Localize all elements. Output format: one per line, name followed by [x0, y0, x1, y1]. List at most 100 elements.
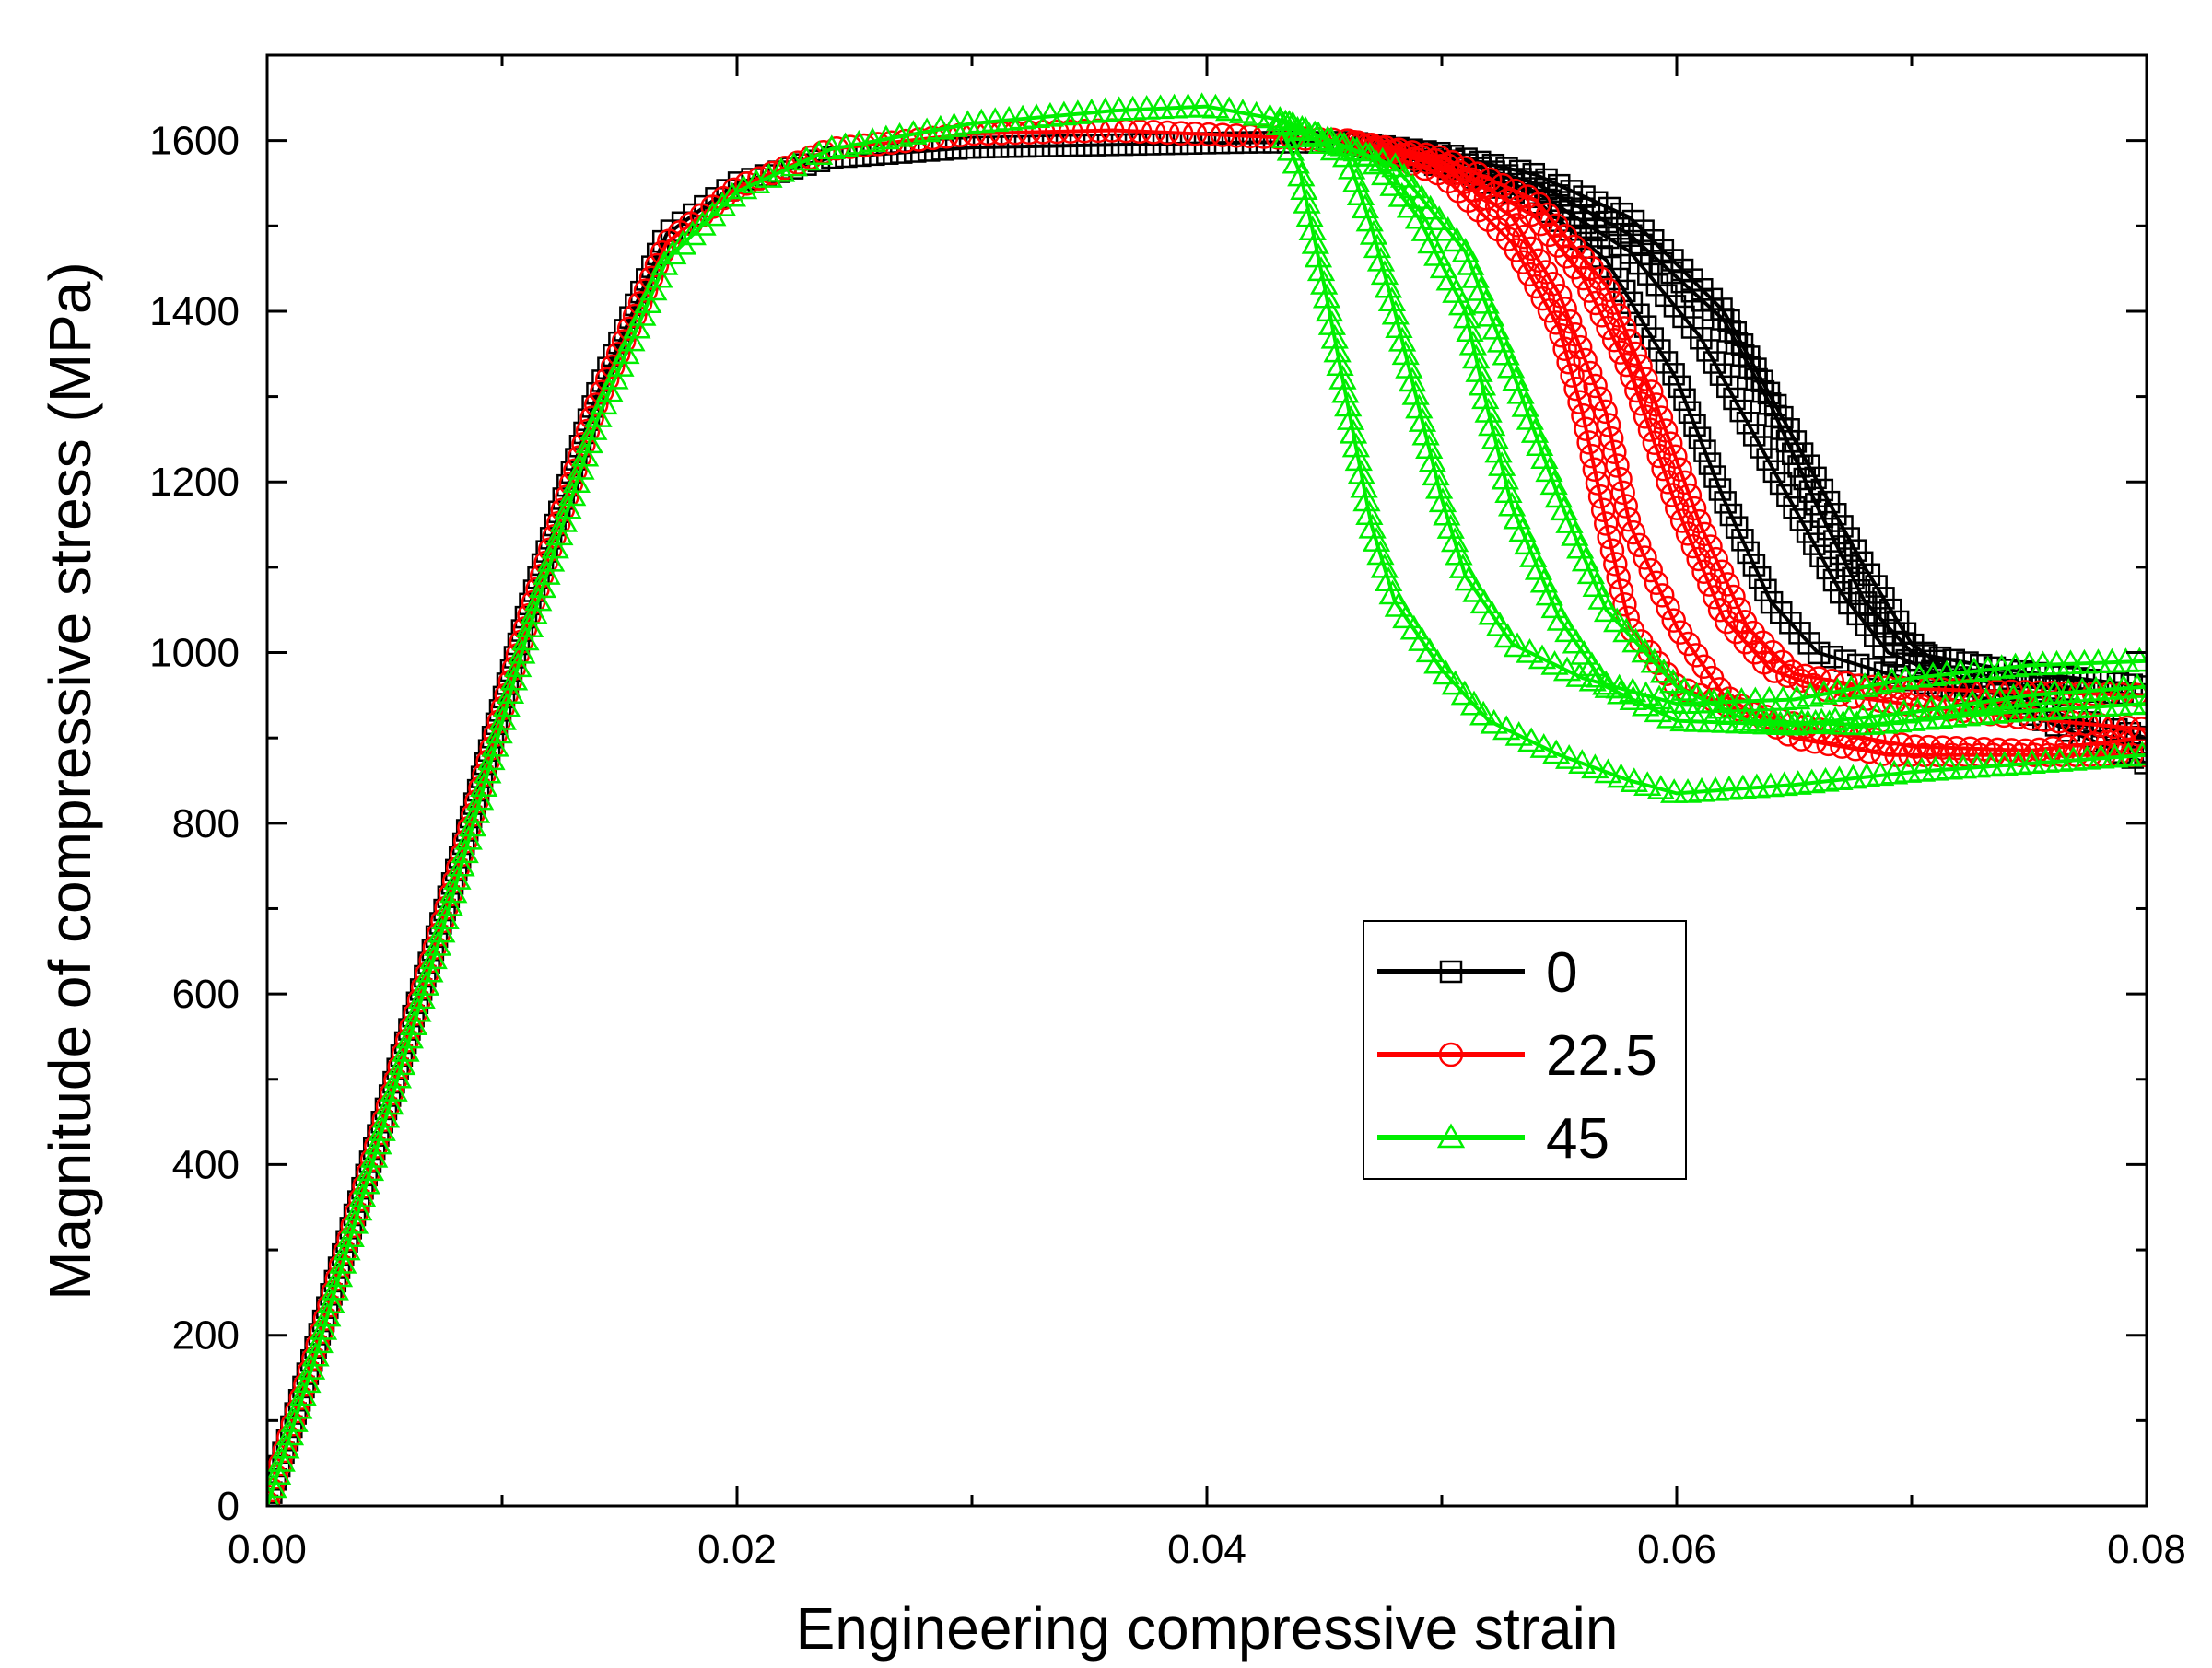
data-point	[288, 1381, 317, 1406]
data-point	[1599, 538, 1625, 563]
data-point	[1560, 363, 1585, 388]
data-point	[1677, 483, 1703, 508]
data-point	[1737, 541, 1760, 565]
data-point	[1355, 142, 1384, 167]
data-point	[356, 1156, 385, 1182]
data-point	[1415, 637, 1444, 663]
data-point	[285, 1394, 313, 1419]
data-point	[1709, 559, 1735, 585]
x-tick-label: 0.06	[1637, 1527, 1716, 1572]
data-point	[1317, 126, 1346, 152]
data-point	[1902, 641, 1925, 665]
data-point	[1748, 566, 1772, 589]
data-point	[1587, 484, 1613, 509]
data-point	[1670, 676, 1699, 701]
data-point	[1798, 480, 1822, 503]
data-point	[616, 316, 642, 342]
data-point	[1594, 758, 1622, 784]
data-point	[1432, 659, 1460, 685]
data-point	[1815, 709, 1843, 735]
data-point	[1646, 775, 1675, 799]
data-point	[1355, 500, 1384, 525]
data-point	[601, 364, 629, 390]
data-point	[340, 1208, 369, 1234]
data-point	[1746, 706, 1774, 732]
data-point	[1741, 686, 1770, 712]
data-point	[2088, 713, 2113, 738]
data-point	[1044, 119, 1070, 145]
data-point	[1776, 484, 1799, 507]
data-point	[1860, 658, 1883, 681]
data-point	[1342, 136, 1372, 162]
data-point	[364, 1129, 392, 1155]
data-point	[1740, 620, 1766, 646]
data-point	[2022, 742, 2047, 767]
data-point	[1301, 228, 1329, 254]
data-point	[1870, 741, 1895, 766]
data-point	[2090, 692, 2119, 717]
data-point	[1644, 684, 1674, 710]
data-point	[1833, 649, 1857, 672]
data-point	[1328, 364, 1357, 390]
data-point	[504, 652, 533, 678]
x-axis: 0.00 0.02 0.04 0.06 0.08	[228, 55, 2186, 1572]
legend: 0 22.5 45	[1363, 920, 1687, 1180]
data-point	[1423, 648, 1452, 674]
data-point	[1686, 508, 1712, 534]
data-point	[1725, 516, 1749, 539]
data-point	[388, 1050, 416, 1076]
y-tick-label: 800	[172, 801, 240, 846]
data-point	[1678, 401, 1702, 425]
data-point	[2056, 649, 2085, 675]
data-point	[451, 838, 479, 864]
data-point	[1459, 690, 1489, 716]
data-point	[415, 957, 444, 983]
data-point	[1606, 303, 1632, 328]
data-point	[595, 377, 624, 402]
data-point	[1215, 96, 1244, 122]
data-point	[1576, 430, 1601, 455]
data-point	[1698, 534, 1723, 559]
data-point	[590, 390, 618, 415]
data-point	[1518, 236, 1544, 262]
data-point	[575, 428, 603, 454]
data-point	[427, 917, 456, 943]
data-point	[1160, 93, 1188, 119]
data-point	[755, 163, 783, 188]
data-point	[1583, 204, 1607, 227]
data-point	[1416, 194, 1445, 220]
data-point	[1719, 503, 1743, 527]
data-point	[352, 1169, 380, 1195]
data-point	[1769, 472, 1793, 496]
data-point	[1721, 584, 1746, 610]
data-point	[1595, 210, 1619, 234]
data-point	[1266, 106, 1294, 131]
data-point	[742, 169, 770, 194]
data-point	[275, 1420, 305, 1446]
data-point	[1339, 418, 1368, 444]
data-point	[1542, 739, 1571, 764]
data-point	[1663, 444, 1688, 469]
data-point	[1633, 771, 1662, 796]
data-point	[1371, 160, 1399, 186]
data-point	[1682, 682, 1711, 707]
data-point	[1783, 496, 1806, 519]
data-point	[1557, 309, 1583, 334]
data-point	[404, 997, 432, 1022]
data-point	[348, 1183, 377, 1207]
data-point	[1396, 192, 1425, 218]
data-point	[1443, 227, 1471, 252]
data-point	[1512, 224, 1537, 250]
data-point	[804, 140, 834, 166]
data-point	[1638, 557, 1663, 583]
data-point	[1732, 706, 1761, 731]
data-point	[622, 303, 648, 329]
data-point	[1631, 637, 1659, 663]
data-point	[1731, 529, 1754, 552]
data-point	[392, 1036, 420, 1062]
data-point	[1344, 446, 1373, 472]
data-point	[1714, 491, 1737, 514]
data-point	[1567, 334, 1593, 360]
data-point	[1326, 351, 1354, 377]
data-point	[1452, 156, 1478, 181]
